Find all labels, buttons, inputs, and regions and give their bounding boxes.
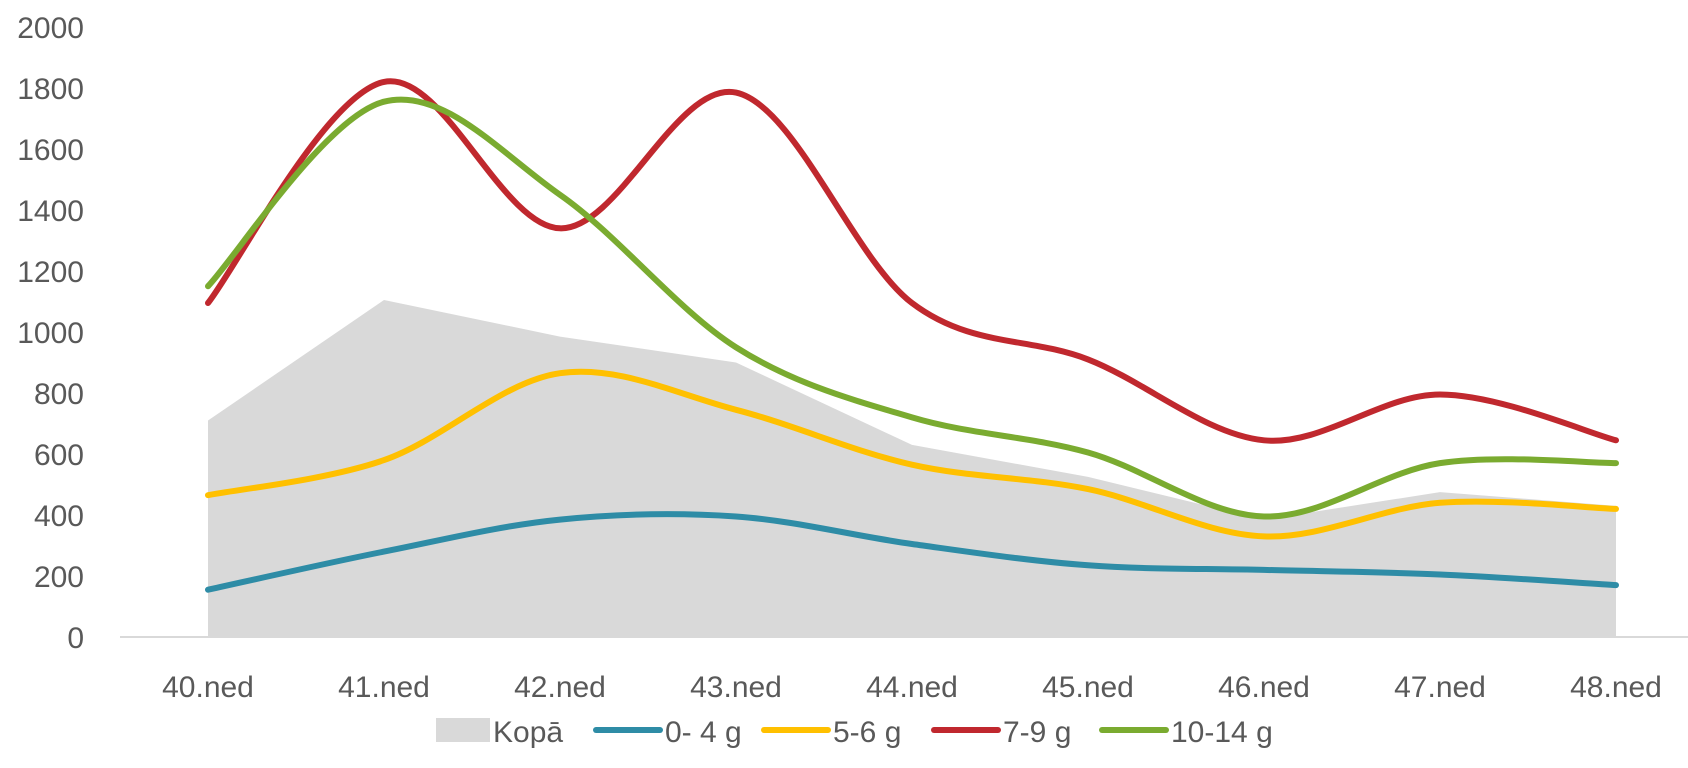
x-tick-label: 40.ned (162, 671, 254, 704)
y-tick-label: 2000 (17, 12, 84, 45)
y-tick-label: 1800 (17, 73, 84, 106)
legend-label: 10-14 g (1171, 716, 1273, 749)
legend-label: 0- 4 g (665, 716, 742, 749)
y-tick-label: 400 (34, 500, 84, 533)
legend-item: 0- 4 g (593, 716, 742, 749)
legend-label: Kopā (493, 716, 563, 749)
series-line-7-9-g (205, 78, 1619, 444)
line-layer (205, 78, 1619, 593)
area-layer (208, 300, 1616, 637)
series-area-kopa (208, 300, 1616, 637)
x-tick-label: 47.ned (1394, 671, 1486, 704)
legend-label: 7-9 g (1003, 716, 1071, 749)
legend-label: 5-6 g (833, 716, 901, 749)
x-tick-label: 44.ned (866, 671, 958, 704)
legend-swatch (436, 718, 490, 742)
series-line-5-6-g (205, 368, 1619, 540)
legend: Kopā 0- 4 g 5-6 g 7-9 g 10-14 g (436, 716, 1273, 749)
y-tick-label: 800 (34, 378, 84, 411)
x-tick-label: 43.ned (690, 671, 782, 704)
y-tick-label: 1200 (17, 256, 84, 289)
y-tick-label: 0 (67, 622, 84, 655)
x-tick-label: 46.ned (1218, 671, 1310, 704)
y-tick-label: 1400 (17, 195, 84, 228)
y-tick-label: 1000 (17, 317, 84, 350)
x-tick-label: 41.ned (338, 671, 430, 704)
x-tick-label: 45.ned (1042, 671, 1134, 704)
x-axis: 40.ned 41.ned 42.ned 43.ned 44.ned 45.ned 46.n… (162, 671, 1662, 704)
y-axis: 0 200 400 600 800 1000 1200 1400 1600 1800 2000 (17, 12, 84, 655)
y-tick-label: 1600 (17, 134, 84, 167)
series-line-0-4-g (205, 511, 1619, 593)
y-tick-label: 600 (34, 439, 84, 472)
legend-item: Kopā (436, 716, 563, 749)
y-tick-label: 200 (34, 561, 84, 594)
legend-item: 10-14 g (1099, 716, 1273, 749)
series-line-10-14-g (205, 96, 1619, 520)
legend-item: 7-9 g (931, 716, 1071, 749)
legend-item: 5-6 g (761, 716, 901, 749)
x-tick-label: 48.ned (1570, 671, 1662, 704)
x-tick-label: 42.ned (514, 671, 606, 704)
